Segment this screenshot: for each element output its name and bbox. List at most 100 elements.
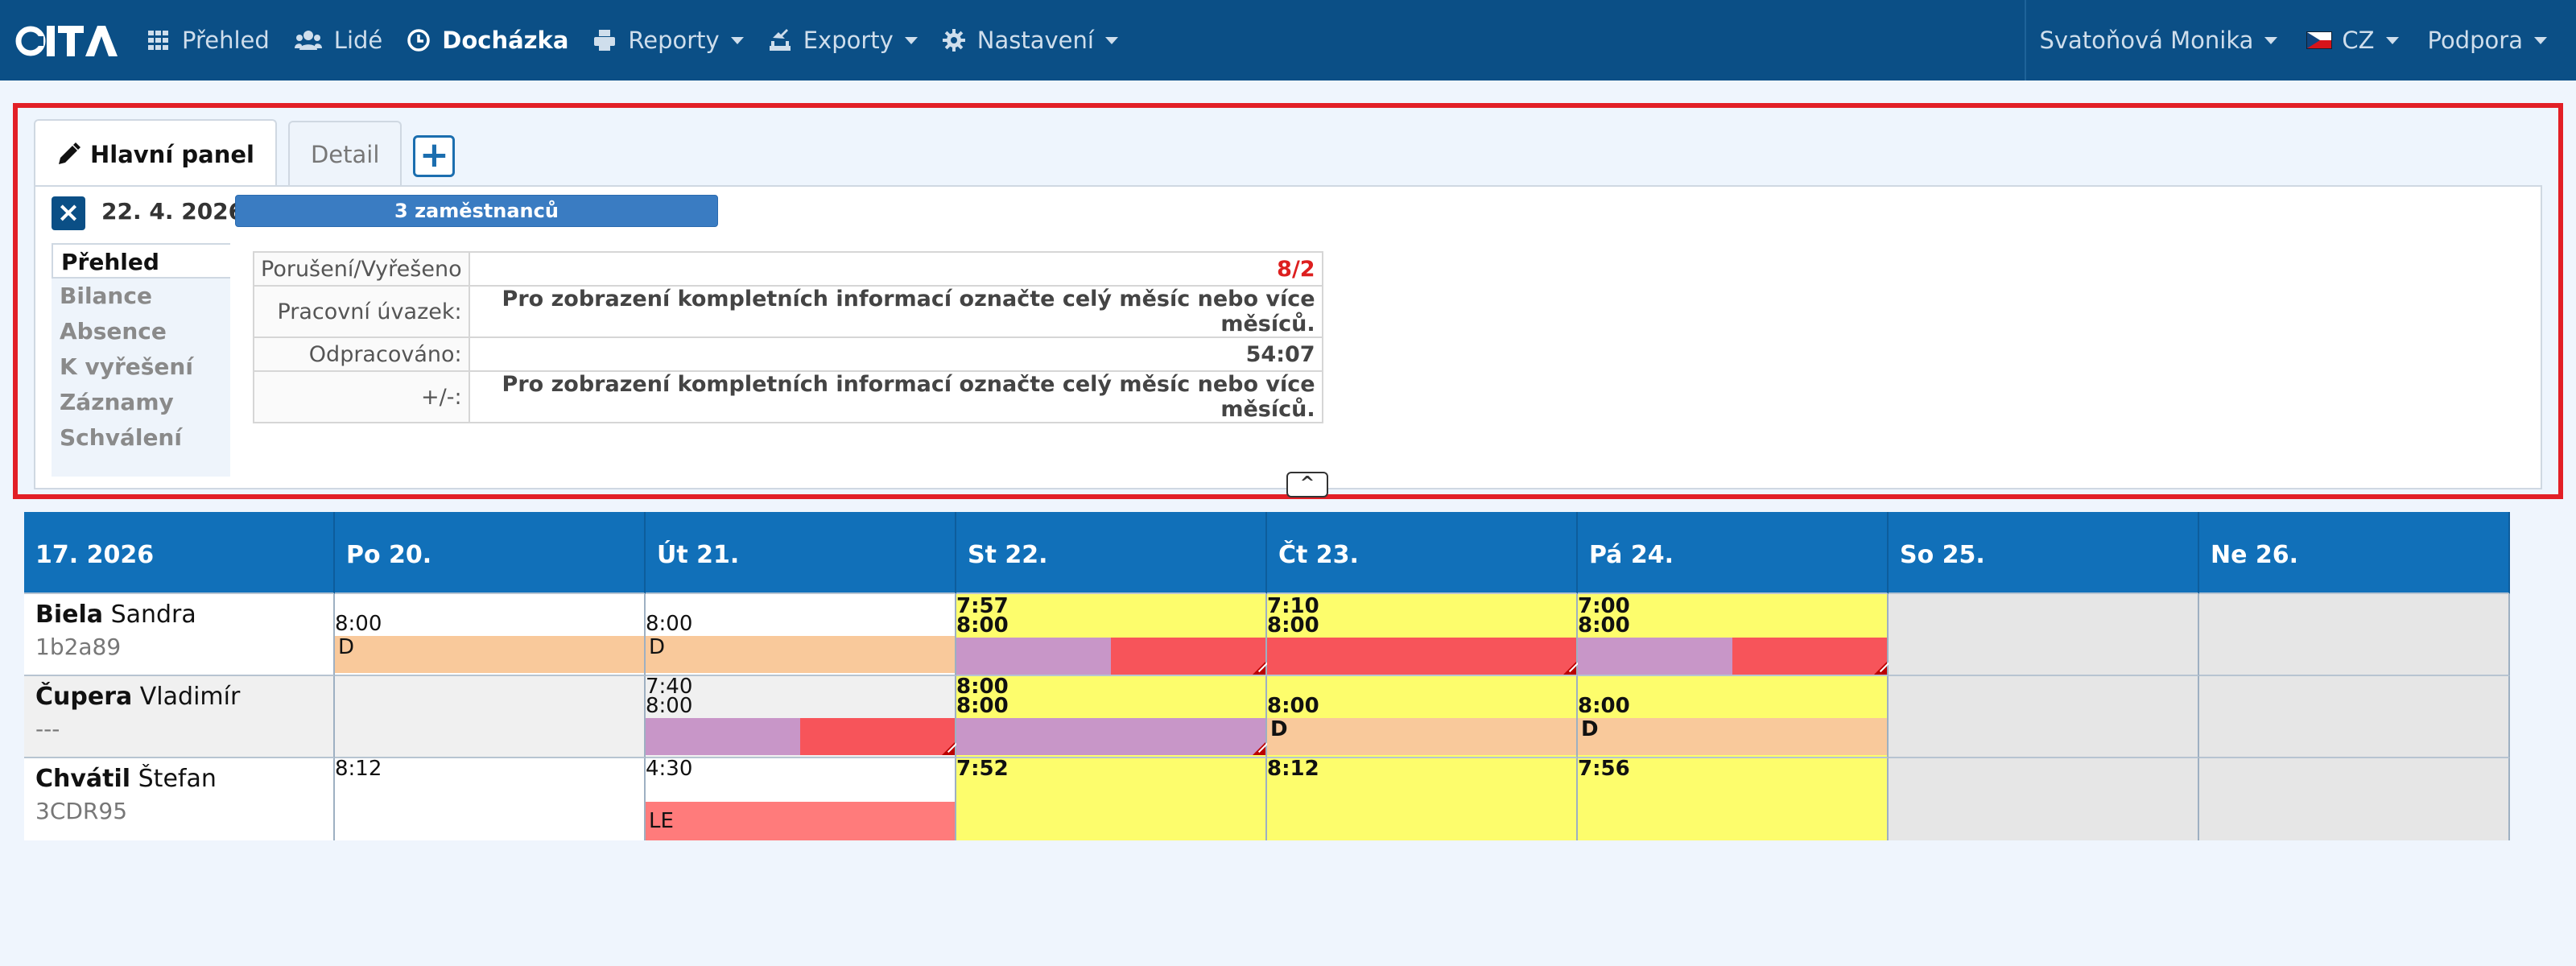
day-header[interactable]: Pá 24. — [1578, 512, 1889, 594]
nav-right: Svatoňová Monika CZ Podpora — [2025, 0, 2576, 80]
side-nav: Přehled Bilance Absence K vyřešení Zázna… — [52, 243, 230, 477]
nav-lide[interactable]: Lidé — [294, 0, 382, 80]
support-menu[interactable]: Podpora — [2428, 0, 2547, 80]
day-cell[interactable] — [2199, 758, 2510, 840]
summary-key: Odpracováno: — [253, 336, 470, 372]
side-item-zaznamy[interactable]: Záznamy — [60, 389, 174, 415]
day-header[interactable]: Ne 26. — [2199, 512, 2510, 594]
panel-body: × 22. 4. 2026 3 zaměstnanců Přehled Bila… — [34, 185, 2542, 489]
planned-time: 8:00 — [646, 612, 693, 636]
chevron-down-icon — [1104, 36, 1118, 44]
planned-time: 8:00 — [1267, 613, 1319, 638]
day-cell[interactable] — [1889, 594, 2199, 676]
employee-code: 3CDR95 — [35, 798, 128, 824]
day-cell[interactable]: 4:30 LE — [646, 758, 956, 840]
day-cell[interactable] — [2199, 594, 2510, 676]
day-cell[interactable]: 7:40 8:00 — [646, 676, 956, 758]
chevron-down-icon — [2385, 36, 2399, 44]
arrival-time: 4:30 — [646, 757, 693, 781]
side-item-k-vyreseni[interactable]: K vyřešení — [60, 353, 193, 380]
selected-date: 22. 4. 2026 — [101, 198, 245, 225]
day-cell[interactable]: 7:00 8:00 — [1578, 594, 1889, 676]
employee-name-cell[interactable]: Biela Sandra 1b2a89 — [24, 594, 335, 676]
day-cell[interactable]: 7:10 8:00 — [1267, 594, 1578, 676]
arrival-time: 8:00 — [956, 675, 1009, 699]
employee-name-cell[interactable]: Chvátil Štefan 3CDR95 — [24, 758, 335, 840]
nav-nastaveni[interactable]: Nastavení — [942, 0, 1118, 80]
side-item-bilance[interactable]: Bilance — [60, 283, 152, 309]
nav-exporty-label: Exporty — [803, 27, 894, 54]
side-item-absence[interactable]: Absence — [60, 318, 167, 345]
users-icon — [294, 31, 322, 50]
language-label: CZ — [2342, 27, 2375, 54]
day-cell[interactable]: 8:00 8:00 — [956, 676, 1267, 758]
employee-name-cell[interactable]: Čupera Vladimír --- — [24, 676, 335, 758]
day-cell[interactable]: 8:00 D — [1267, 676, 1578, 758]
grid-header: 17. 2026 Po 20. Út 21. St 22. Čt 23. Pá … — [24, 512, 2510, 594]
day-cell[interactable]: 8:00 D — [646, 594, 956, 676]
day-cell[interactable] — [335, 676, 646, 758]
chevron-down-icon — [904, 36, 918, 44]
employee-row: Chvátil Štefan 3CDR95 8:12 4:30 LE 7:52 … — [24, 758, 2510, 840]
summary-value: Pro zobrazení kompletních informací ozna… — [468, 370, 1323, 423]
nav-exporty[interactable]: Exporty — [768, 0, 918, 80]
tab-label: Detail — [310, 141, 380, 168]
day-cell[interactable]: 8:00 D — [1578, 676, 1889, 758]
day-cell[interactable]: 7:52 — [956, 758, 1267, 840]
day-cell[interactable]: 8:12 — [1267, 758, 1578, 840]
add-tab-button[interactable]: + — [413, 135, 456, 177]
tab-hlavni-panel[interactable]: Hlavní panel — [34, 119, 277, 188]
tab-detail[interactable]: Detail — [287, 121, 402, 187]
absence-band: D — [1267, 718, 1576, 755]
arrival-time: 7:57 — [956, 594, 1009, 618]
user-name: Svatoňová Monika — [2039, 27, 2254, 54]
day-cell[interactable]: 7:57 8:00 — [956, 594, 1267, 676]
day-cell[interactable]: 7:56 — [1578, 758, 1889, 840]
worked-band — [956, 718, 1265, 755]
arrival-time: 7:52 — [956, 757, 1009, 781]
day-cell[interactable] — [2199, 676, 2510, 758]
last-name: Chvátil — [35, 765, 131, 793]
chevron-down-icon — [730, 36, 744, 44]
violation-marker-icon — [1253, 742, 1265, 755]
side-item-prehled[interactable]: Přehled — [52, 243, 230, 279]
summary-value: Pro zobrazení kompletních informací ozna… — [468, 285, 1323, 338]
summary-table: Porušení/Vyřešeno 8/2 Pracovní úvazek: P… — [253, 251, 1323, 423]
day-cell[interactable] — [1889, 676, 2199, 758]
worked-band — [956, 638, 1111, 675]
clock-icon — [407, 29, 431, 52]
summary-row: Pracovní úvazek: Pro zobrazení kompletní… — [253, 285, 1323, 338]
support-label: Podpora — [2427, 27, 2523, 54]
first-name: Štefan — [138, 765, 217, 793]
arrival-time: 7:56 — [1578, 757, 1630, 781]
side-item-schvaleni[interactable]: Schválení — [60, 424, 182, 451]
worked-band — [1578, 638, 1732, 675]
day-cell[interactable]: 8:12 — [335, 758, 646, 840]
user-menu[interactable]: Svatoňová Monika — [2039, 0, 2278, 80]
nav-dochazka[interactable]: Docházka — [407, 0, 568, 80]
day-header[interactable]: So 25. — [1889, 512, 2199, 594]
employee-code: 1b2a89 — [35, 634, 122, 660]
arrival-time: 8:12 — [335, 757, 382, 781]
day-cell[interactable]: 8:00 D — [335, 594, 646, 676]
nav-lide-label: Lidé — [333, 27, 383, 54]
day-header[interactable]: Út 21. — [646, 512, 956, 594]
planned-time: 8:00 — [956, 694, 1009, 718]
close-button[interactable]: × — [52, 196, 85, 230]
collapse-panel-button[interactable]: ^ — [1286, 472, 1328, 497]
employee-row: Čupera Vladimír --- 7:40 8:00 8:00 8:00 … — [24, 676, 2510, 758]
summary-key: Pracovní úvazek: — [253, 285, 470, 338]
planned-time: 8:00 — [335, 612, 382, 636]
nav-prehled[interactable]: Přehled — [147, 0, 270, 80]
day-header[interactable]: Čt 23. — [1267, 512, 1578, 594]
employee-count-badge[interactable]: 3 zaměstnanců — [235, 195, 718, 227]
day-cell[interactable] — [1889, 758, 2199, 840]
gear-icon — [942, 29, 965, 52]
absence-band: D — [646, 636, 955, 673]
ita-logo[interactable] — [14, 19, 121, 63]
day-header[interactable]: St 22. — [956, 512, 1267, 594]
violation-band — [800, 718, 955, 755]
nav-reporty[interactable]: Reporty — [592, 0, 744, 80]
language-menu[interactable]: CZ — [2306, 0, 2399, 80]
day-header[interactable]: Po 20. — [335, 512, 646, 594]
